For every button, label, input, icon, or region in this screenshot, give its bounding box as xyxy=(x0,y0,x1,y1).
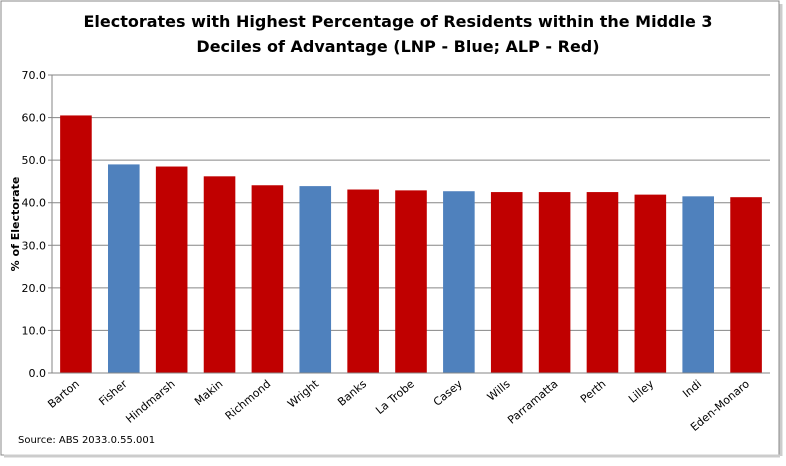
bar xyxy=(682,196,714,373)
chart-title: Electorates with Highest Percentage of R… xyxy=(83,12,712,31)
bar xyxy=(395,190,427,373)
bar xyxy=(730,197,762,373)
bar xyxy=(60,115,92,373)
bar xyxy=(155,166,188,373)
y-tick-label: 0.0 xyxy=(29,367,47,380)
bar xyxy=(443,191,475,373)
bar xyxy=(634,194,667,373)
source-note: Source: ABS 2033.0.55.001 xyxy=(18,435,155,446)
bar xyxy=(251,185,284,373)
bar xyxy=(299,186,332,373)
y-tick-label: 30.0 xyxy=(22,239,47,252)
y-tick-label: 70.0 xyxy=(22,69,47,82)
y-tick-label: 20.0 xyxy=(22,282,47,295)
bar xyxy=(490,192,523,373)
y-tick-label: 40.0 xyxy=(22,197,47,210)
bar xyxy=(108,164,140,373)
bar xyxy=(538,192,571,373)
bar xyxy=(347,189,379,373)
y-tick-label: 10.0 xyxy=(22,324,47,337)
bar xyxy=(586,192,619,373)
y-tick-label: 50.0 xyxy=(22,154,47,167)
bar xyxy=(203,176,236,373)
chart-title: Deciles of Advantage (LNP - Blue; ALP - … xyxy=(196,37,599,56)
y-tick-label: 60.0 xyxy=(22,112,47,125)
y-axis-label: % of Electorate xyxy=(9,177,22,272)
